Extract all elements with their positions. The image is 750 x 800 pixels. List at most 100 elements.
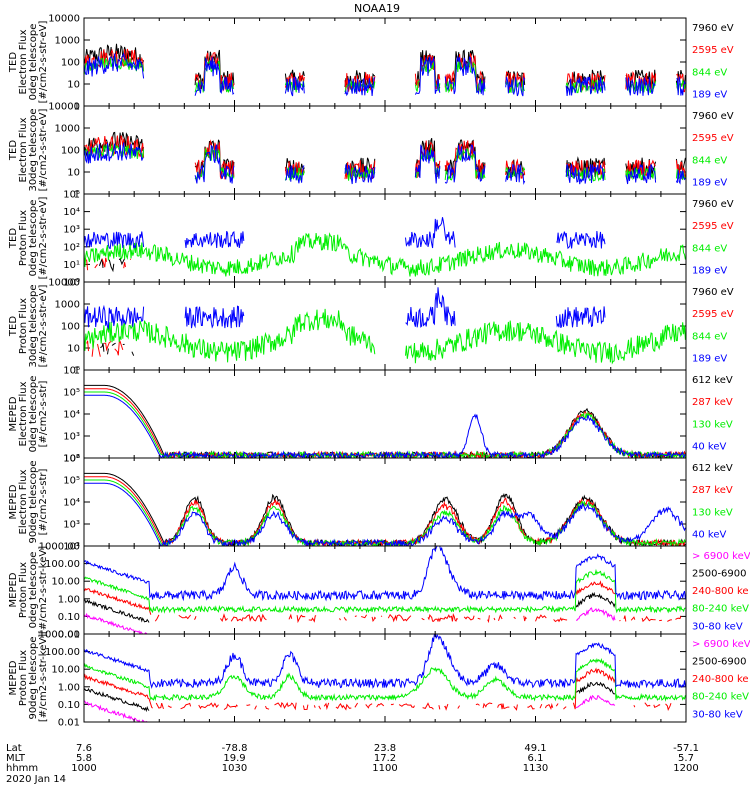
panel-4-ylabel-line: Proton Flux bbox=[18, 298, 29, 354]
panel-3: TED Proton Flux 0deg telescope [#/cm2-s-str… bbox=[8, 190, 734, 289]
panel-5-ylabel-line: [#/cm2-s-str] bbox=[38, 380, 49, 447]
panel-4-channel-label: 7960 eV bbox=[692, 287, 734, 298]
panel-2-channel-label: 7960 eV bbox=[692, 111, 734, 122]
panel-4-ytick-label: 1000 bbox=[55, 300, 80, 311]
panel-6-channel-label: 40 keV bbox=[692, 530, 726, 541]
panel-7: MEPED Proton Flux 0deg telescope [#/cm2-s-s… bbox=[8, 542, 750, 641]
panel-7-ylabel-line: [#/cm2-s-str-keV] bbox=[38, 546, 49, 634]
panel-5-ytick-label: 10⁴ bbox=[63, 410, 80, 421]
panel-2-ylabel-line: Electron Flux bbox=[18, 117, 29, 182]
panel-6-ylabel: MEPED Electron Flux 90deg telescope [#/cm2-… bbox=[8, 460, 49, 543]
panel-6-channel-label: 612 keV bbox=[692, 463, 733, 474]
panel-5-channel-label: 287 keV bbox=[692, 397, 733, 408]
panel-7-channel-label: 80-240 keV bbox=[692, 604, 749, 615]
panel-1-ylabel-line: Electron Flux bbox=[18, 29, 29, 94]
panel-6-ytick-label: 10³ bbox=[63, 520, 80, 531]
panel-6-ytick-label: 10⁵ bbox=[63, 476, 80, 487]
x-row-label-mlt: MLT bbox=[6, 753, 26, 764]
panel-3-ytick-label: 10¹ bbox=[63, 260, 80, 271]
panel-3-ytick-label: 10⁵ bbox=[63, 190, 80, 201]
x-tick-lat: 23.8 bbox=[374, 743, 396, 754]
panel-7-ytick-label: 1000.00 bbox=[39, 542, 80, 553]
panel-8-ylabel-line: MEPED bbox=[8, 660, 19, 695]
panel-1-channel-label: 7960 eV bbox=[692, 23, 734, 34]
x-tick-mlt: 6.1 bbox=[528, 753, 544, 764]
x-tick-lat: 7.6 bbox=[76, 743, 92, 754]
panel-3-channel-label: 844 eV bbox=[692, 243, 727, 254]
x-tick-lat: 49.1 bbox=[524, 743, 546, 754]
panel-6-channel-label: 130 keV bbox=[692, 507, 733, 518]
panel-6-ytick-label: 10⁶ bbox=[63, 454, 80, 465]
x-row-label-lat: Lat bbox=[6, 743, 22, 754]
panel-4-ylabel-line: TED bbox=[8, 316, 19, 337]
panel-7-ytick-label: 0.01 bbox=[58, 630, 80, 641]
panel-6-series-612-kev bbox=[84, 472, 686, 546]
panel-4-ylabel-line: [#/cm2-s-str-eV] bbox=[38, 285, 49, 368]
panel-7-channel-label: 30-80 keV bbox=[692, 621, 743, 632]
panel-1-ytick-label: 1 bbox=[74, 102, 80, 113]
panel-3-channel-label: 2595 eV bbox=[692, 221, 734, 232]
panel-2-ytick-label: 10000 bbox=[48, 102, 80, 113]
panel-6-ytick-label: 10⁴ bbox=[63, 498, 80, 509]
panel-3-series bbox=[84, 217, 686, 277]
panel-8-ylabel-line: 90deg telescope bbox=[28, 636, 39, 719]
panel-5-ytick-label: 10² bbox=[63, 454, 80, 465]
panel-7-frame bbox=[83, 545, 687, 635]
panel-7-series-80-240-kev bbox=[84, 568, 686, 614]
panel-1-ytick-label: 1000 bbox=[55, 36, 80, 47]
panel-5-ytick-label: 10⁵ bbox=[63, 388, 80, 399]
panel-1-channel-label: 2595 eV bbox=[692, 45, 734, 56]
panel-4-ylabel-line: 30deg telescope bbox=[28, 284, 39, 367]
panel-5-series-40-kev bbox=[84, 394, 686, 458]
panel-3-ylabel: TED Proton Flux 0deg telescope [#/cm2-s-str… bbox=[8, 197, 49, 280]
x-date-label: 2020 Jan 14 bbox=[6, 774, 66, 785]
panel-8-ytick-label: 0.01 bbox=[58, 718, 80, 729]
panel-7-ylabel-line: MEPED bbox=[8, 572, 19, 607]
panel-2-ylabel-line: 30deg telescope bbox=[28, 108, 39, 191]
panel-5-ytick-label: 10⁶ bbox=[63, 366, 80, 377]
panel-8-channel-label: 2500-6900 bbox=[692, 657, 747, 668]
panel-8-ytick-label: 100.00 bbox=[45, 647, 80, 658]
panel-1-channel-label: 189 eV bbox=[692, 90, 727, 101]
x-tick-mlt: 17.2 bbox=[374, 753, 396, 764]
panel-5-ytick-label: 10³ bbox=[63, 432, 80, 443]
panel-1: TED Electron Flux 0deg telescope [#/cm2-s-s… bbox=[8, 14, 734, 113]
panel-1-ylabel-line: 0deg telescope bbox=[28, 24, 39, 101]
panel-1-ylabel-line: TED bbox=[8, 52, 19, 73]
panel-8-ytick-label: 1.00 bbox=[58, 682, 80, 693]
panel-6-ylabel-line: MEPED bbox=[8, 484, 19, 519]
panel-3-ylabel-line: Proton Flux bbox=[18, 210, 29, 266]
panel-8-frame bbox=[83, 633, 687, 723]
panel-1-series bbox=[84, 43, 686, 97]
panel-7-channel-label: 2500-6900 bbox=[692, 569, 747, 580]
panel-5-channel-label: 40 keV bbox=[692, 442, 726, 453]
panel-1-ytick-label: 10 bbox=[67, 80, 80, 91]
panel-7-ylabel-line: 0deg telescope bbox=[28, 552, 39, 629]
panel-6-ylabel-line: 90deg telescope bbox=[28, 460, 39, 543]
panel-8-channel-label: 30-80 keV bbox=[692, 709, 743, 720]
panel-8-ytick-label: 10.00 bbox=[51, 665, 80, 676]
panel-3-ytick-label: 10² bbox=[63, 242, 80, 253]
panel-8-ytick-label: 0.10 bbox=[58, 700, 80, 711]
panel-8-ylabel-line: Proton Flux bbox=[18, 650, 29, 706]
panel-3-channel-label: 189 eV bbox=[692, 266, 727, 277]
panel-7-ytick-label: 10.00 bbox=[51, 577, 80, 588]
x-tick-hhmm: 1000 bbox=[71, 763, 96, 774]
panel-6-frame bbox=[83, 457, 687, 547]
panel-1-ytick-label: 10000 bbox=[48, 14, 80, 25]
panel-3-series-2595-ev bbox=[84, 257, 132, 271]
x-tick-mlt: 5.8 bbox=[76, 753, 92, 764]
panel-8-channel-label: > 6900 keV bbox=[692, 639, 750, 650]
panel-5-ylabel-line: 0deg telescope bbox=[28, 376, 39, 453]
panel-2-ytick-label: 100 bbox=[61, 146, 80, 157]
panel-8-ytick-label: 1000.00 bbox=[39, 630, 80, 641]
panel-8-series-30-80-kev bbox=[84, 634, 686, 690]
panel-4-channel-label: 844 eV bbox=[692, 331, 727, 342]
panel-4: TED Proton Flux 30deg telescope [#/cm2-s-st… bbox=[8, 278, 734, 377]
panel-8-series-240-800-ke bbox=[84, 669, 676, 710]
panel-7-series--6900-kev bbox=[84, 607, 616, 634]
x-tick-mlt: 5.7 bbox=[678, 753, 694, 764]
panel-1-frame bbox=[83, 17, 687, 107]
